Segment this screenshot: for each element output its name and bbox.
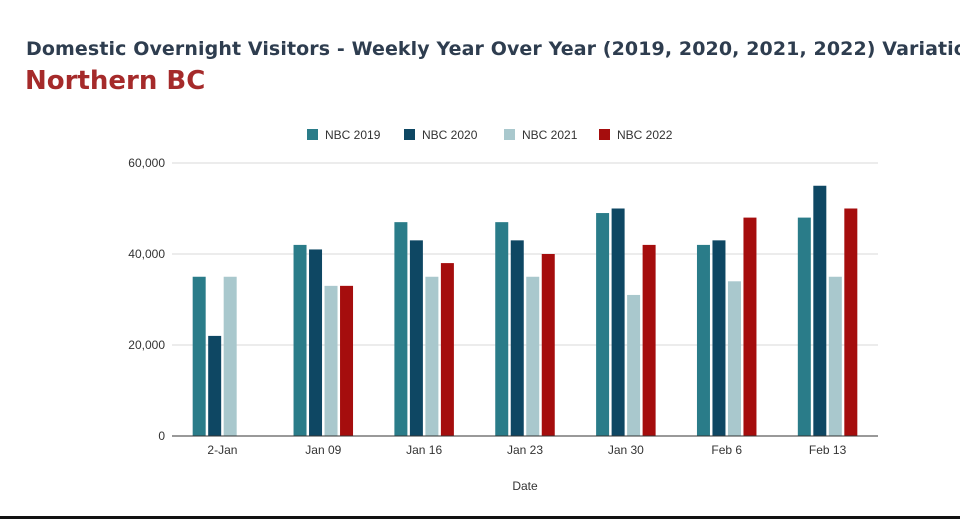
bar [526,276,540,436]
gridlines [172,162,878,346]
x-tick-label: Jan 23 [507,443,543,457]
bar [409,240,423,436]
legend-swatch [404,129,415,140]
x-tick-label: Jan 09 [305,443,341,457]
bar [696,244,710,436]
chart-subtitle: Northern BC [25,66,206,96]
bar [828,276,842,436]
legend-swatch [307,129,318,140]
bar [340,285,354,436]
bar [642,244,656,436]
bar [440,263,454,436]
y-tick-label: 60,000 [128,156,165,170]
x-axis-label: Date [512,479,538,493]
bar [743,217,757,436]
legend-label: NBC 2020 [422,128,478,142]
bar [324,285,338,436]
x-tick-label: Jan 30 [608,443,644,457]
bottom-border [0,516,960,519]
x-tick-label: Feb 13 [809,443,847,457]
bar [425,276,439,436]
bar [223,276,237,436]
legend-swatch [599,129,610,140]
y-tick-label: 20,000 [128,338,165,352]
y-tick-label: 0 [158,429,165,443]
bar [510,240,524,436]
bars [192,185,858,436]
bar [541,254,555,436]
bar [627,294,641,436]
bar [309,249,323,436]
bar [813,185,827,436]
bar [293,244,307,436]
bar [192,276,206,436]
y-tick-label: 40,000 [128,247,165,261]
bar [394,222,408,436]
bar [727,281,741,436]
bar [208,335,222,436]
bar [797,217,811,436]
x-tick-label: 2-Jan [207,443,237,457]
x-axis-ticks: 2-Jan Jan 09 Jan 16 Jan 23 Jan 30 Feb 6 Feb 13 [207,443,846,457]
x-tick-label: Feb 6 [711,443,742,457]
legend: NBC 2019 NBC 2020 NBC 2021 NBC 2022 [307,128,673,142]
bar [596,213,610,436]
y-axis-ticks: 0 20,000 40,000 60,000 [128,156,165,443]
x-tick-label: Jan 16 [406,443,442,457]
legend-label: NBC 2019 [325,128,381,142]
legend-swatch [504,129,515,140]
bar [495,222,509,436]
bar [611,208,625,436]
chart-title: Domestic Overnight Visitors - Weekly Yea… [26,38,960,60]
legend-label: NBC 2022 [617,128,673,142]
bar [844,208,858,436]
legend-label: NBC 2021 [522,128,578,142]
bar [712,240,726,436]
